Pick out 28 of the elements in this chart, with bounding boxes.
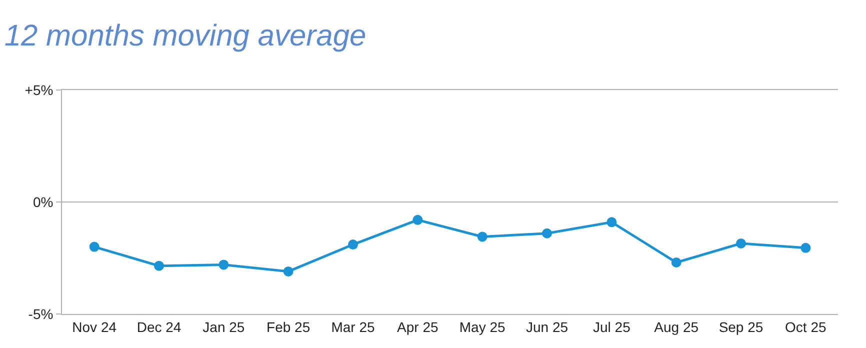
- x-tick-label: Mar 25: [331, 318, 375, 335]
- point: [477, 232, 488, 242]
- x-tick-label: Apr 25: [397, 318, 439, 335]
- x-tick-label: Dec 24: [136, 318, 182, 335]
- x-tick-label: Feb 25: [266, 318, 310, 335]
- x-tick-label: Nov 24: [72, 318, 117, 335]
- x-tick-label: Jun 25: [526, 318, 568, 335]
- point: [283, 266, 294, 276]
- point: [606, 217, 617, 228]
- x-tick-label: Jul 25: [592, 318, 631, 335]
- x-tick-label: Jan 25: [202, 318, 245, 335]
- point: [412, 214, 423, 225]
- x-tick-label: May 25: [459, 318, 506, 335]
- y-tick-label: +5%: [24, 82, 54, 98]
- point: [154, 260, 164, 271]
- point: [542, 228, 552, 238]
- x-tick-label: Oct 25: [785, 318, 826, 335]
- point: [800, 242, 811, 253]
- x-tick-label: Sep 25: [718, 318, 764, 335]
- y-tick-label: 0%: [32, 194, 54, 210]
- point: [218, 260, 229, 270]
- point: [736, 238, 746, 248]
- point: [89, 242, 100, 252]
- point: [348, 240, 358, 250]
- point: [671, 257, 682, 268]
- y-tick-label: -5%: [28, 306, 54, 322]
- chart-title: 12 months moving average: [4, 19, 366, 52]
- x-tick-label: Aug 25: [654, 318, 699, 335]
